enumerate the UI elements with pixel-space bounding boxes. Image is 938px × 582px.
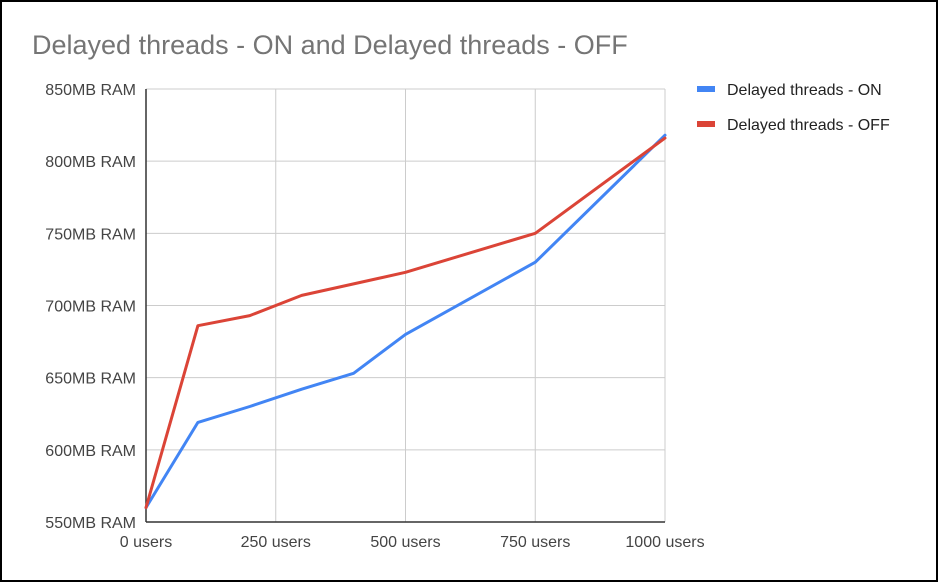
y-tick-label: 800MB RAM: [45, 154, 136, 171]
grid-lines: [146, 88, 666, 522]
legend-label: Delayed threads - OFF: [727, 117, 890, 134]
y-tick-label: 600MB RAM: [45, 443, 136, 460]
y-tick-label: 550MB RAM: [45, 515, 136, 532]
y-tick-label: 750MB RAM: [45, 226, 136, 243]
y-tick-label: 650MB RAM: [45, 371, 136, 388]
x-tick-label: 250 users: [241, 534, 311, 551]
legend: Delayed threads - ON Delayed threads - OF…: [697, 82, 890, 134]
legend-swatch: [697, 86, 715, 92]
x-tick-label: 0 users: [120, 534, 172, 551]
x-axis-ticks: 0 users 250 users 500 users 750 users 1000 u…: [120, 534, 705, 551]
legend-label: Delayed threads - ON: [727, 82, 882, 99]
axes: [145, 89, 665, 523]
series-line-off: [144, 136, 667, 510]
x-tick-label: 1000 users: [625, 534, 704, 551]
chart-title: Delayed threads - ON and Delayed threads…: [32, 30, 628, 60]
series-lines: [144, 133, 667, 510]
y-tick-label: 700MB RAM: [45, 299, 136, 316]
series-line-on: [144, 133, 667, 510]
x-tick-label: 750 users: [500, 534, 570, 551]
y-axis-ticks: 550MB RAM 600MB RAM 650MB RAM 700MB RAM 750M…: [45, 82, 136, 532]
x-tick-label: 500 users: [370, 534, 440, 551]
legend-swatch: [697, 121, 715, 127]
y-tick-label: 850MB RAM: [45, 82, 136, 99]
